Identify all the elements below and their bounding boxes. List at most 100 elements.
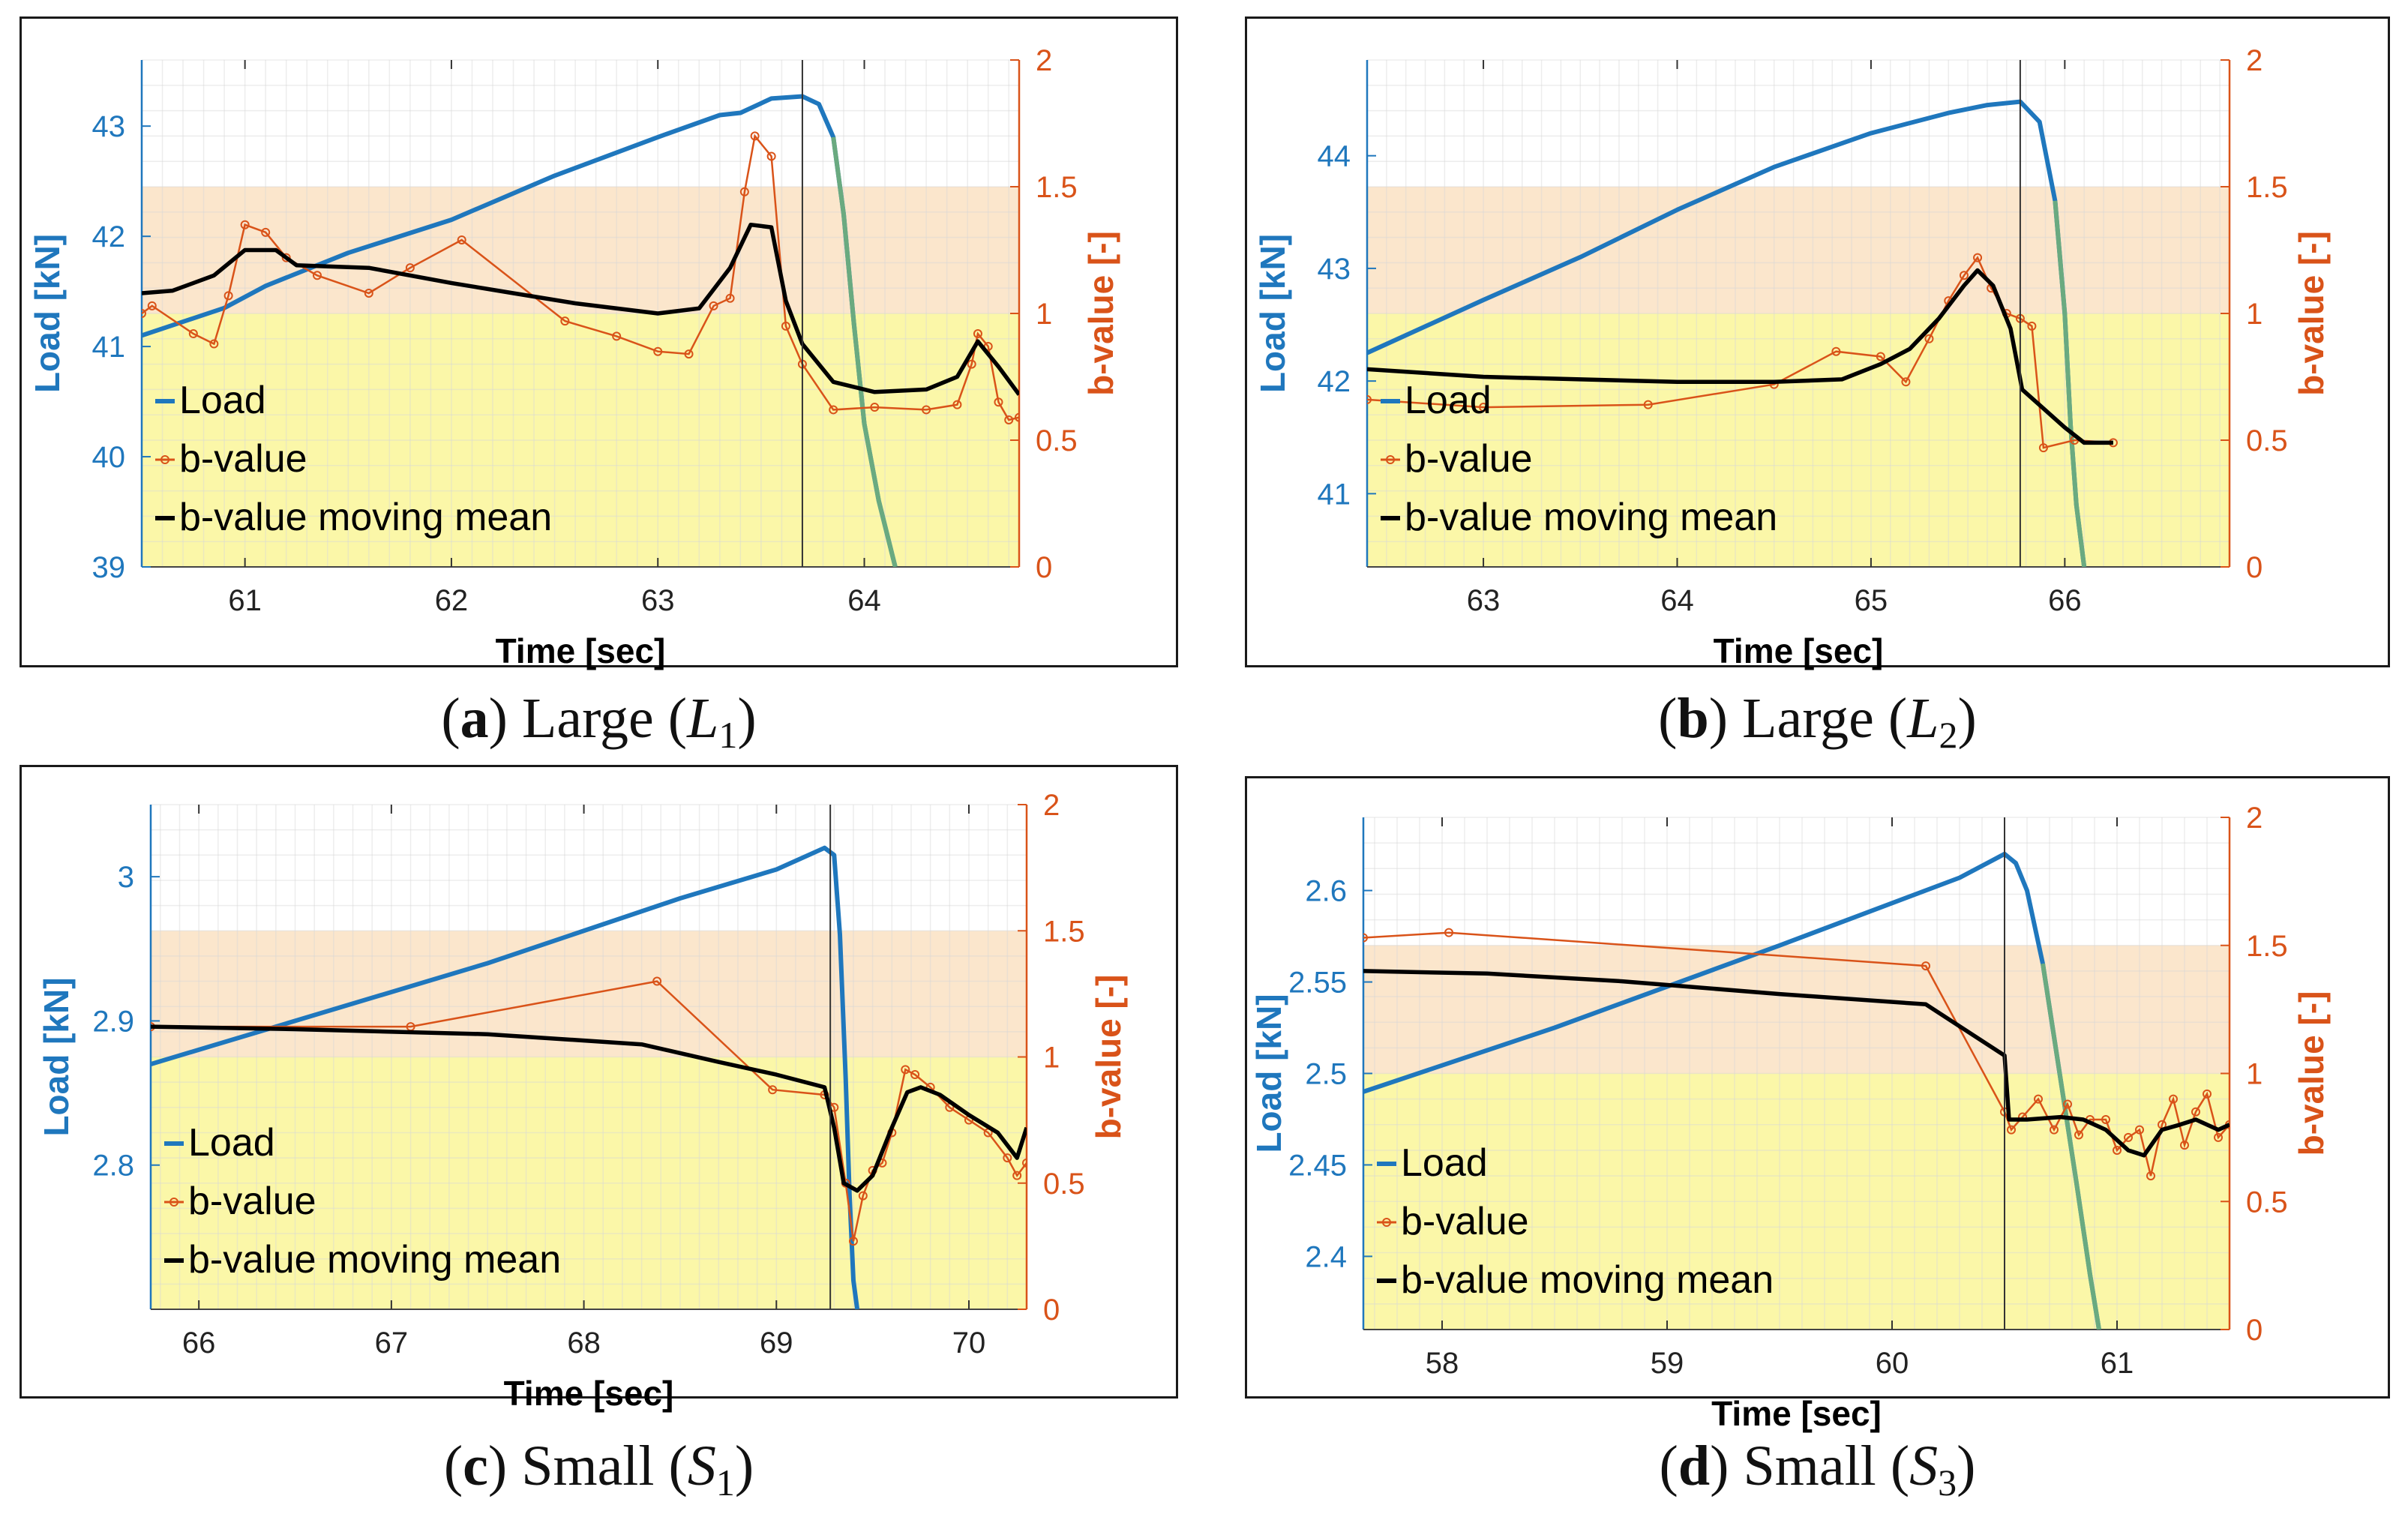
moving-mean-line bbox=[151, 1024, 1027, 1193]
plot-area bbox=[1367, 99, 2118, 567]
b-value-point bbox=[653, 346, 663, 356]
chart-a: 61 62 63 64 39 40 41 42 43 0 0.5 1 1.5 2 Time [sec] Loa… bbox=[28, 44, 1120, 670]
b-value-point bbox=[188, 329, 198, 339]
b-value-point bbox=[858, 1191, 868, 1201]
b-value-point bbox=[2074, 1130, 2083, 1140]
x-tick-label: 65 bbox=[1855, 584, 1888, 617]
grid bbox=[1366, 59, 2230, 568]
legend-label: b-value bbox=[188, 1180, 316, 1223]
y-left-tick-label: 3 bbox=[118, 861, 134, 894]
y-left-tick-label: 2.5 bbox=[1305, 1058, 1347, 1091]
caption-d: (d) Small (S3) bbox=[1659, 1435, 1976, 1504]
moving-mean-line bbox=[142, 222, 1019, 396]
y-right-tick-label: 1.5 bbox=[2246, 171, 2288, 204]
legend: Load b-value b-value moving mean bbox=[1377, 1141, 1774, 1302]
b-value-line bbox=[1367, 256, 2113, 449]
legend: Load b-value b-value moving mean bbox=[1381, 379, 1777, 539]
b-value-point bbox=[364, 288, 373, 298]
chart-d: 58 59 60 61 2.4 2.45 2.5 2.55 2.6 0 0.5 1 1.5 2 Time [… bbox=[1249, 802, 2331, 1433]
b-value-point bbox=[910, 1070, 920, 1080]
band-high bbox=[142, 187, 1019, 313]
panel-d: 58 59 60 61 2.4 2.45 2.5 2.55 2.6 0 0.5 1 1.5 2 Time [… bbox=[1245, 776, 2390, 1433]
legend-label: Load bbox=[179, 379, 266, 422]
b-value-point bbox=[2038, 443, 2048, 453]
b-value-point bbox=[147, 301, 157, 310]
b-value-point bbox=[209, 339, 219, 349]
caption-a: (a) Large (L1) bbox=[441, 687, 757, 756]
y-right-tick-label: 1 bbox=[2246, 298, 2263, 331]
b-value-point bbox=[1479, 403, 1489, 412]
y-left-axis-label: Load [kN] bbox=[1249, 994, 1288, 1153]
y-left-tick-label: 2.4 bbox=[1305, 1240, 1347, 1273]
y-left-axis-label: Load [kN] bbox=[28, 234, 67, 393]
b-value-point bbox=[2063, 1099, 2072, 1109]
b-value-point bbox=[1363, 933, 1368, 943]
y-right-tick-label: 1 bbox=[1043, 1042, 1060, 1075]
b-value-point bbox=[994, 397, 1003, 407]
b-value-point bbox=[261, 227, 271, 237]
b-value-point bbox=[829, 405, 838, 415]
x-tick-label: 63 bbox=[641, 584, 675, 617]
y-left-tick-label: 2.45 bbox=[1288, 1149, 1347, 1182]
b-value-point bbox=[973, 329, 982, 339]
y-right-tick-label: 1 bbox=[2246, 1058, 2263, 1091]
b-value-point bbox=[848, 1237, 858, 1246]
y-left-tick-label: 41 bbox=[1318, 478, 1351, 511]
b-value-point bbox=[2214, 1132, 2223, 1142]
legend-label: Load bbox=[188, 1121, 275, 1165]
b-value-point bbox=[1004, 415, 1014, 424]
y-right-tick-label: 0.5 bbox=[1043, 1168, 1085, 1201]
legend-label: b-value bbox=[1401, 1200, 1529, 1243]
b-value-line bbox=[151, 980, 1027, 1242]
y-right-axis-label: b-value [-] bbox=[2292, 231, 2331, 396]
x-axis-label: Time [sec] bbox=[1714, 631, 1884, 670]
x-tick-label: 63 bbox=[1467, 584, 1501, 617]
b-value-point bbox=[2203, 1089, 2212, 1099]
b-value-point bbox=[1959, 271, 1969, 280]
y-left-tick-label: 42 bbox=[1318, 365, 1351, 398]
y-left-tick-label: 43 bbox=[92, 110, 126, 143]
b-value-point bbox=[142, 309, 146, 318]
b-value-point bbox=[2034, 1094, 2043, 1104]
x-axis-label: Time [sec] bbox=[504, 1374, 674, 1413]
band-low bbox=[1363, 1073, 2230, 1330]
y-left-tick-label: 2.8 bbox=[92, 1150, 134, 1183]
legend-marker bbox=[169, 1198, 178, 1207]
b-value-point bbox=[768, 1085, 778, 1095]
b-value-point bbox=[1003, 1153, 1012, 1163]
b-value-point bbox=[2050, 1125, 2059, 1135]
y-left-tick-label: 2.9 bbox=[92, 1005, 134, 1038]
b-value-point bbox=[2007, 1125, 2016, 1135]
y-left-tick-label: 41 bbox=[92, 331, 126, 364]
caption-b: (b) Large (L2) bbox=[1658, 687, 1977, 756]
caption-c: (c) Small (S1) bbox=[443, 1435, 754, 1504]
legend-marker bbox=[160, 455, 169, 464]
b-value-point bbox=[2169, 1094, 2178, 1104]
b-value-point bbox=[240, 220, 250, 229]
panel-b: 63 64 65 66 41 42 43 44 0 0.5 1 1.5 2 Time [sec] Load … bbox=[1245, 16, 2390, 670]
b-value-point bbox=[2135, 1125, 2144, 1135]
b-value-point bbox=[1022, 1158, 1027, 1168]
b-value-point bbox=[2101, 1114, 2110, 1124]
x-axis-label: Time [sec] bbox=[1711, 1394, 1882, 1433]
y-left-tick-label: 2.6 bbox=[1305, 875, 1347, 908]
legend-label: b-value moving mean bbox=[179, 496, 552, 539]
b-value-point bbox=[967, 359, 976, 369]
y-left-tick-label: 42 bbox=[92, 220, 126, 253]
b-value-point bbox=[281, 253, 291, 262]
b-value-point bbox=[750, 131, 760, 141]
b-value-point bbox=[560, 316, 570, 326]
legend-marker bbox=[1382, 1218, 1391, 1227]
y-left-tick-label: 43 bbox=[1318, 253, 1351, 286]
b-value-point bbox=[612, 331, 622, 341]
x-tick-label: 59 bbox=[1651, 1347, 1684, 1380]
band-high bbox=[1363, 945, 2230, 1074]
load-drop-line bbox=[831, 136, 898, 567]
b-value-point bbox=[2146, 1171, 2155, 1181]
b-value-point bbox=[223, 291, 233, 301]
b-value-point bbox=[2027, 321, 2037, 331]
x-tick-label: 66 bbox=[2048, 584, 2082, 617]
y-right-axis-label: b-value [-] bbox=[2292, 991, 2331, 1156]
b-value-point bbox=[1831, 346, 1841, 356]
b-value-line bbox=[142, 133, 1019, 421]
